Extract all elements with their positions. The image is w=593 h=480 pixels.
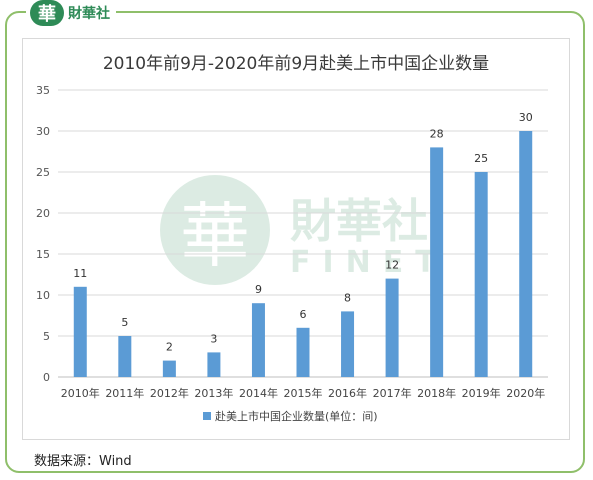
bar bbox=[430, 147, 444, 377]
bar bbox=[341, 311, 355, 377]
y-tick-label: 0 bbox=[43, 371, 50, 384]
bar bbox=[162, 360, 176, 377]
x-tick-label: 2010年 bbox=[61, 386, 100, 400]
data-label: 5 bbox=[121, 316, 128, 329]
x-tick-label: 2013年 bbox=[194, 386, 233, 400]
bar bbox=[474, 172, 488, 377]
y-tick-label: 25 bbox=[36, 166, 50, 179]
x-tick-label: 2015年 bbox=[284, 386, 323, 400]
legend-label: 赴美上市中国企业数量(单位：间) bbox=[215, 409, 378, 423]
y-tick-label: 15 bbox=[36, 248, 50, 261]
y-tick-label: 30 bbox=[36, 125, 50, 138]
y-tick-label: 20 bbox=[36, 207, 50, 220]
y-tick-label: 10 bbox=[36, 289, 50, 302]
data-label: 11 bbox=[73, 267, 87, 280]
x-tick-label: 2016年 bbox=[328, 386, 367, 400]
x-tick-label: 2012年 bbox=[150, 386, 189, 400]
x-tick-label: 2011年 bbox=[105, 386, 144, 400]
data-label: 3 bbox=[210, 332, 217, 345]
data-label: 25 bbox=[474, 152, 488, 165]
brand-name: 財華社 bbox=[68, 6, 110, 22]
data-source: 数据来源：Wind bbox=[34, 454, 132, 469]
bar bbox=[207, 352, 221, 377]
brand-logo: 華 財華社 bbox=[26, 0, 116, 26]
legend-swatch bbox=[203, 412, 211, 420]
x-tick-label: 2018年 bbox=[417, 386, 456, 400]
bar bbox=[385, 278, 399, 377]
data-label: 6 bbox=[300, 308, 307, 321]
x-tick-label: 2017年 bbox=[373, 386, 412, 400]
bar bbox=[519, 131, 533, 377]
data-label: 8 bbox=[344, 291, 351, 304]
chart-title: 2010年前9月-2020年前9月赴美上市中国企业数量 bbox=[102, 54, 490, 74]
data-label: 28 bbox=[430, 127, 444, 140]
data-label: 30 bbox=[519, 111, 533, 124]
bar bbox=[73, 286, 87, 377]
y-tick-label: 35 bbox=[36, 84, 50, 97]
brand-mark-icon: 華 bbox=[30, 0, 64, 26]
x-tick-label: 2014年 bbox=[239, 386, 278, 400]
bar bbox=[118, 336, 132, 377]
x-tick-label: 2019年 bbox=[462, 386, 501, 400]
x-tick-label: 2020年 bbox=[506, 386, 545, 400]
bar bbox=[296, 327, 310, 377]
bar bbox=[251, 303, 265, 377]
y-tick-label: 5 bbox=[43, 330, 50, 343]
data-label: 9 bbox=[255, 283, 262, 296]
data-label: 2 bbox=[166, 341, 173, 354]
data-label: 12 bbox=[385, 259, 399, 272]
